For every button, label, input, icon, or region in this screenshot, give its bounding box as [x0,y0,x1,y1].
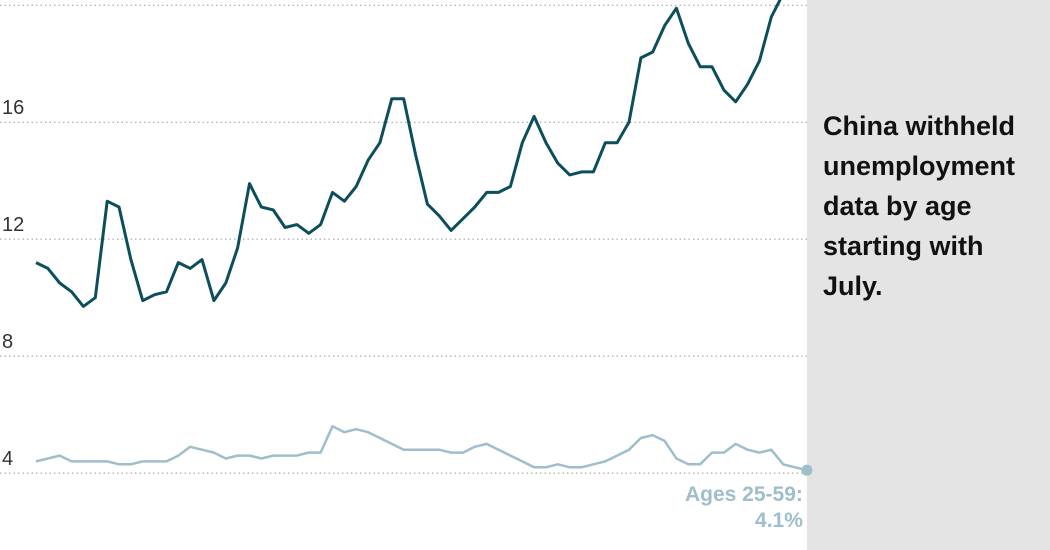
annotation: unemployment [823,151,1015,181]
annotation: starting with [823,231,984,261]
value-label: 4.1% [755,509,803,532]
annotation: China withheld [823,111,1015,141]
annotation: data by age [823,191,972,221]
y-tick-label: 16 [2,97,24,119]
y-tick-label: 20% [2,0,42,2]
end-point [801,464,813,476]
y-tick-label: 4 [2,448,13,470]
y-tick-label: 12 [2,214,24,236]
series-line [35,425,808,472]
legend-label: Ages 25-59: [685,483,803,506]
y-tick-label: 8 [2,331,13,353]
annotation: July. [823,271,883,301]
withheld-region [806,0,1050,550]
series-line [35,0,782,308]
